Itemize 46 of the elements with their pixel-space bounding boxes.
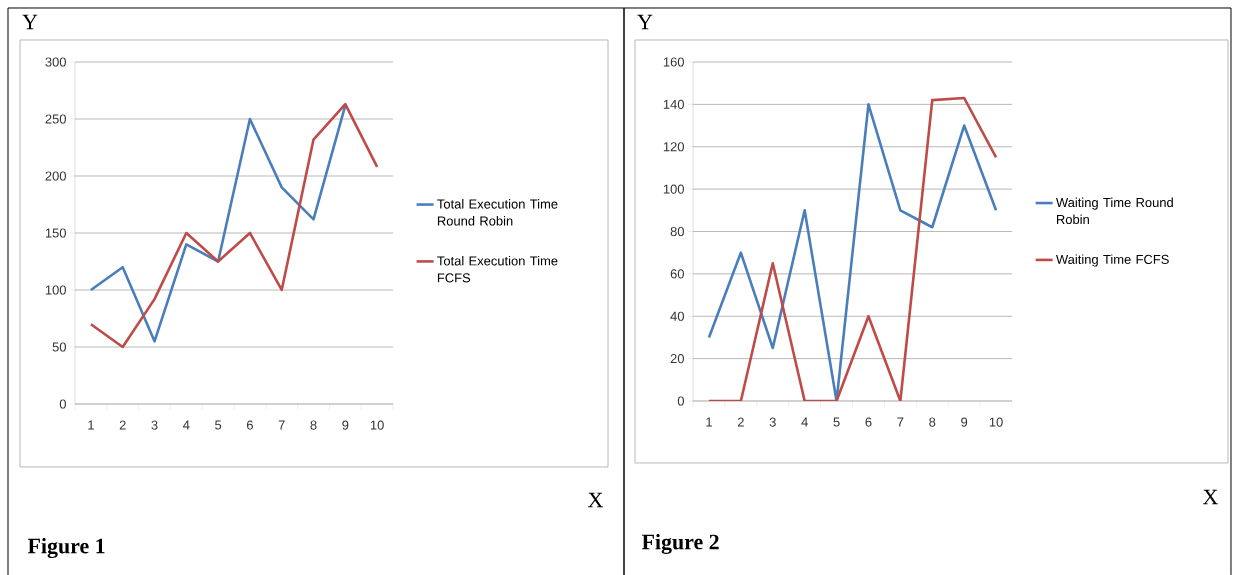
x-tick-label: 10 bbox=[989, 417, 1003, 427]
x-tick-label: 7 bbox=[897, 417, 904, 427]
x-tick-label: 7 bbox=[278, 420, 285, 430]
y-tick-label: 300 bbox=[45, 57, 66, 67]
y-tick-label: 100 bbox=[45, 285, 66, 295]
y-tick-label: 40 bbox=[670, 311, 684, 321]
y-tick-label: 120 bbox=[663, 142, 684, 152]
y-tick-label: 150 bbox=[45, 228, 66, 238]
legend-label: Total Execution Time FCFS bbox=[437, 255, 558, 283]
y-tick-label: 80 bbox=[670, 226, 684, 237]
legend-label: Waiting Time Round Robin bbox=[1056, 197, 1173, 225]
x-tick-label: 6 bbox=[246, 420, 253, 430]
y-tick-label: 0 bbox=[677, 396, 684, 406]
x-tick-label: 1 bbox=[88, 420, 94, 430]
x-tick-label: 8 bbox=[310, 420, 317, 430]
x-tick-label: 2 bbox=[737, 417, 744, 427]
y-tick-label: 20 bbox=[670, 354, 684, 364]
legend-label: Waiting Time FCFS bbox=[1056, 254, 1169, 267]
x-tick-label: 3 bbox=[769, 417, 776, 427]
text: X bbox=[588, 492, 603, 508]
x-tick-label: 9 bbox=[961, 417, 968, 427]
x-tick-label: 2 bbox=[119, 420, 126, 430]
y-axis-title: Y bbox=[22, 14, 38, 30]
legend-label: Total Execution Time Round Robin bbox=[437, 199, 558, 226]
y-tick-label: 250 bbox=[45, 114, 66, 124]
x-tick-label: 8 bbox=[929, 417, 936, 427]
y-tick-label: 140 bbox=[663, 99, 684, 109]
y-tick-label: 200 bbox=[45, 171, 66, 181]
caption: Figure 1 bbox=[27, 537, 105, 559]
x-tick-label: 3 bbox=[151, 420, 158, 430]
x-tick-label: 4 bbox=[183, 420, 190, 430]
x-tick-label: 10 bbox=[370, 420, 384, 430]
y-tick-label: 160 bbox=[663, 57, 684, 67]
x-tick-label: 6 bbox=[865, 417, 872, 427]
x-tick-label: 5 bbox=[215, 420, 222, 430]
y-axis-title: Y bbox=[637, 14, 653, 30]
y-tick-label: 50 bbox=[52, 342, 66, 352]
y-tick-label: 0 bbox=[59, 399, 66, 409]
x-tick-label: 5 bbox=[833, 417, 840, 427]
x-tick-label: 9 bbox=[342, 420, 349, 430]
x-tick-label: 1 bbox=[706, 417, 712, 427]
y-tick-label: 60 bbox=[670, 269, 684, 279]
x-tick-label: 4 bbox=[801, 417, 808, 427]
text: X bbox=[1203, 489, 1218, 505]
caption: Figure 2 bbox=[641, 533, 719, 555]
y-tick-label: 100 bbox=[663, 184, 684, 194]
